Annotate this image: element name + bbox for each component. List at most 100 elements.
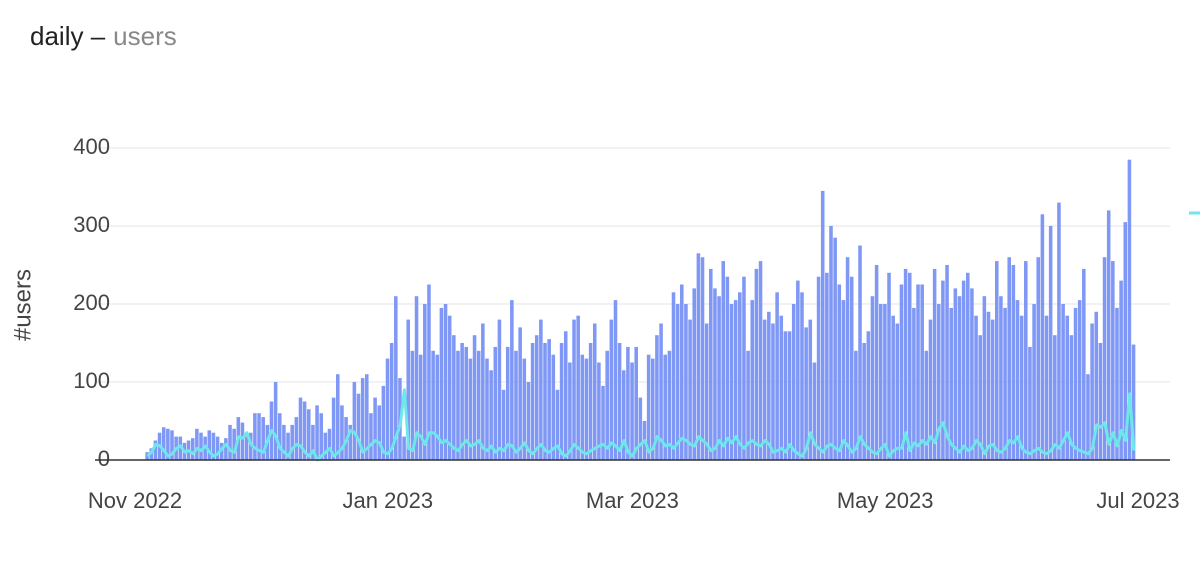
bar [1106, 210, 1111, 460]
bar [787, 331, 792, 460]
bar [522, 358, 527, 460]
bar [161, 427, 166, 460]
bar [692, 288, 696, 460]
bar [961, 280, 966, 460]
bar [1090, 323, 1094, 460]
bar [874, 265, 879, 460]
bar [286, 432, 290, 460]
y-tick-label: 300 [73, 212, 110, 237]
bar [928, 319, 933, 460]
bar [833, 237, 837, 460]
bar [1007, 257, 1011, 460]
bar [936, 304, 941, 460]
bar [298, 397, 303, 460]
bar [340, 405, 344, 460]
bar [729, 304, 734, 460]
bar [978, 335, 982, 460]
bar [559, 343, 564, 460]
bar [510, 300, 514, 460]
bar [584, 358, 589, 460]
bar [514, 350, 518, 460]
bar [369, 413, 373, 460]
bar [190, 438, 195, 460]
bar [816, 276, 821, 460]
bar [762, 319, 767, 460]
bar [932, 268, 937, 460]
ticks: 0 100 200 300 400 Nov 2022 Jan 2023 Mar 2023 May… [73, 134, 1179, 513]
chart-title-line: daily – users [30, 21, 177, 51]
bar [891, 315, 895, 460]
y-tick-label: 400 [73, 134, 110, 159]
bar [688, 319, 692, 460]
bar [995, 261, 999, 460]
bar [1131, 344, 1136, 460]
bar [501, 389, 506, 460]
bar [916, 284, 920, 460]
bars [145, 159, 1136, 460]
bar [319, 413, 323, 460]
bar [1123, 222, 1128, 460]
x-tick-label: Nov 2022 [88, 488, 182, 513]
bar [534, 335, 539, 460]
bar [410, 350, 415, 460]
bar [750, 300, 755, 460]
bar [696, 253, 701, 460]
bar [439, 307, 444, 460]
bar [953, 288, 958, 460]
bar [497, 319, 502, 460]
bar [878, 304, 883, 460]
bar [331, 397, 336, 460]
bar [592, 323, 597, 460]
bar [671, 292, 676, 460]
bar [273, 382, 278, 460]
bar [1028, 346, 1032, 460]
bar [476, 350, 481, 460]
bar [505, 346, 510, 460]
bar [547, 339, 551, 460]
bar [456, 350, 460, 460]
bar [825, 272, 829, 460]
bar [725, 276, 730, 460]
bar [771, 323, 775, 460]
bar [572, 319, 576, 460]
bar [580, 354, 585, 460]
bar [1102, 257, 1107, 460]
bar [493, 346, 498, 460]
bar [754, 268, 759, 460]
x-tick-label: Mar 2023 [586, 488, 679, 513]
bar [518, 327, 522, 460]
bar [796, 280, 800, 460]
chart-title: daily – [30, 21, 106, 51]
bar [315, 405, 319, 460]
bar [862, 343, 866, 460]
bar [920, 284, 924, 460]
bar [957, 296, 962, 460]
bar [858, 245, 862, 460]
bar [626, 346, 630, 460]
bar [244, 436, 249, 460]
y-tick-label: 100 [73, 368, 110, 393]
bar [804, 327, 808, 460]
bar [646, 354, 651, 460]
bar [211, 432, 216, 460]
bar [870, 296, 875, 460]
bar [389, 343, 394, 460]
bar [1127, 159, 1132, 460]
bar [634, 346, 638, 460]
bar [709, 268, 713, 460]
bar [601, 385, 605, 460]
bar [406, 319, 411, 460]
bar [609, 319, 614, 460]
bar [895, 323, 900, 460]
bar [377, 405, 382, 460]
bar [638, 397, 643, 460]
bar [145, 452, 149, 460]
bar [613, 300, 618, 460]
bar [290, 424, 294, 460]
y-tick-label: 200 [73, 290, 110, 315]
bar [883, 304, 887, 460]
bar [1003, 307, 1007, 460]
bar [617, 343, 622, 460]
